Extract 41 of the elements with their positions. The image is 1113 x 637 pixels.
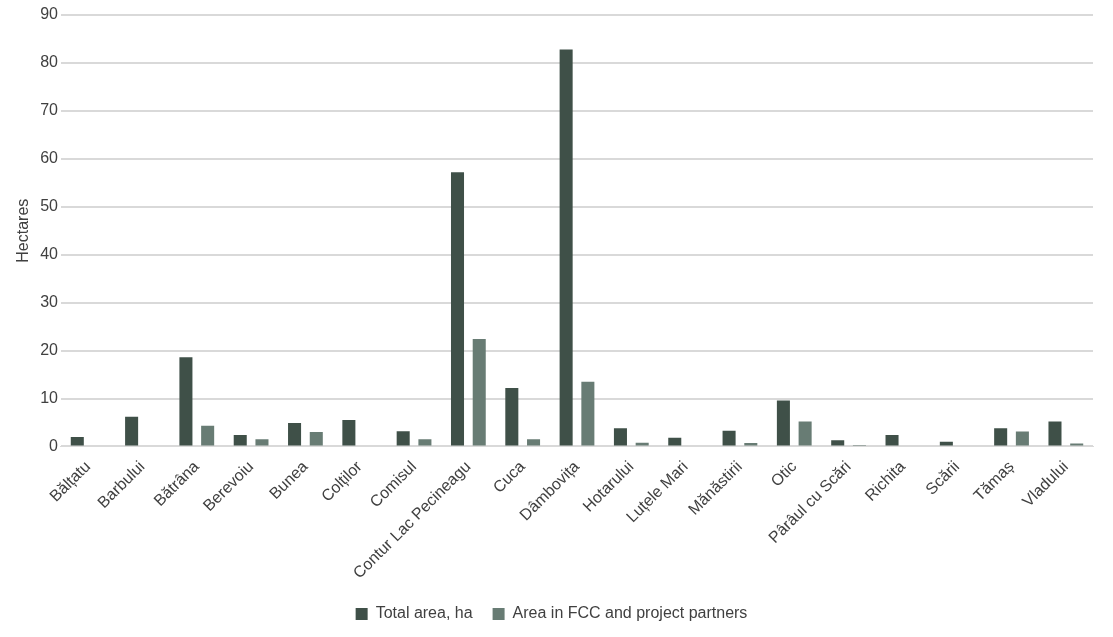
bar — [255, 439, 269, 446]
bar — [668, 437, 682, 446]
bar — [581, 381, 595, 446]
y-tick-label: 0 — [49, 436, 59, 454]
bar — [776, 400, 790, 446]
bar — [613, 428, 627, 446]
bar — [125, 416, 139, 446]
y-tick-label: 50 — [40, 197, 59, 215]
y-tick-label: 40 — [40, 245, 59, 263]
y-tick-label: 30 — [40, 293, 59, 311]
bar — [342, 420, 356, 446]
bar — [505, 387, 519, 446]
bar — [418, 439, 432, 446]
bar — [396, 431, 410, 446]
bar — [994, 428, 1008, 446]
bar — [201, 425, 215, 446]
y-tick-label: 80 — [40, 53, 59, 71]
bar — [70, 436, 84, 446]
bar — [472, 339, 486, 446]
y-tick-label: 10 — [40, 388, 59, 406]
bar — [309, 432, 323, 446]
y-tick-label: 20 — [40, 340, 59, 358]
bar — [722, 430, 736, 446]
bar — [527, 439, 541, 446]
y-axis-title: Hectares — [14, 198, 32, 263]
bar — [831, 440, 845, 446]
bar — [885, 434, 899, 446]
bar — [233, 434, 247, 446]
x-tick-label: Otic — [767, 457, 800, 490]
bar — [450, 172, 465, 446]
legend-label: Total area, ha — [375, 604, 473, 622]
y-tick-label: 60 — [40, 149, 59, 167]
bar — [1015, 431, 1029, 446]
bar — [559, 49, 573, 446]
bar — [288, 422, 302, 446]
bar — [179, 357, 193, 446]
bar — [1048, 421, 1062, 446]
bar — [798, 421, 812, 446]
y-tick-label: 90 — [40, 5, 59, 23]
legend-label: Area in FCC and project partners — [512, 604, 748, 622]
y-tick-label: 70 — [40, 101, 59, 119]
